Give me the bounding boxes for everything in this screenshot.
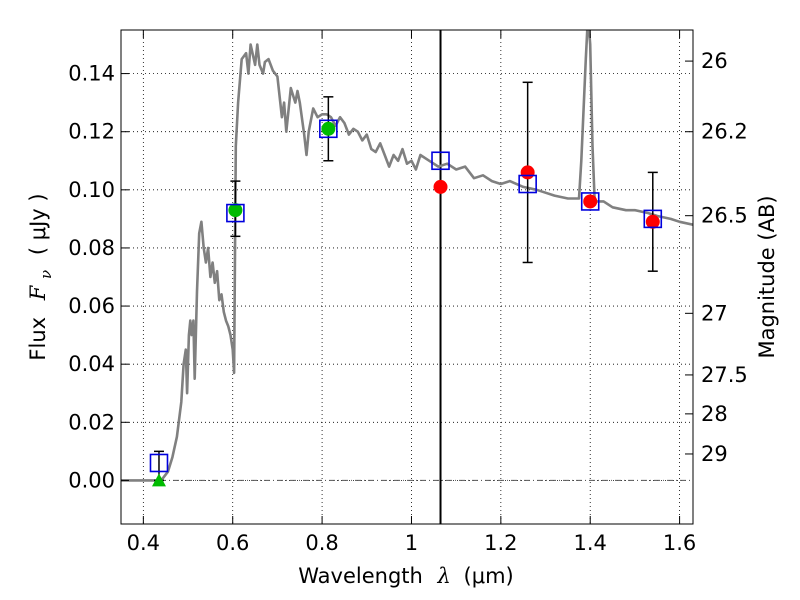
detection-point	[321, 121, 336, 136]
upper-limit-marker	[151, 473, 166, 487]
detection-point	[520, 165, 535, 180]
y-axis-label: Flux F ν ( μJy )	[26, 193, 56, 360]
band-square	[643, 209, 663, 229]
x-tick-label: 1.4	[574, 531, 607, 555]
x-tick-label: 1.6	[663, 531, 696, 555]
x-tick-label: 1	[405, 531, 418, 555]
y-tick-label: 0.10	[68, 178, 115, 202]
plot-background	[121, 30, 693, 524]
y2-tick-label: 28	[701, 402, 728, 426]
y-axis-label-unit: ( μJy )	[26, 193, 50, 255]
y-tick-label: 0.06	[68, 294, 115, 318]
model-sed-group	[121, 30, 693, 482]
detection-point	[433, 179, 448, 194]
model-sed-line	[121, 30, 693, 482]
y2-tick-label: 27	[701, 301, 728, 325]
x-axis-label-prefix: Wavelength	[298, 564, 423, 588]
band-square	[149, 453, 169, 473]
y-tick-label: 0.02	[68, 410, 115, 434]
grid-lines	[121, 30, 693, 524]
band-square-group	[149, 119, 663, 473]
y-tick-label: 0.14	[68, 62, 115, 86]
y2-tick-label: 26	[701, 49, 728, 73]
y-tick-label: 0.08	[68, 236, 115, 260]
detection-point	[583, 194, 598, 209]
y-axis-label-sub: ν	[37, 270, 55, 279]
y-axis-label-prefix: Flux	[26, 317, 50, 361]
y2-tick-label: 26.2	[701, 120, 748, 144]
x-axis-label: Wavelength λ (μm)	[298, 564, 513, 588]
y-tick-label: 0.12	[68, 120, 115, 144]
y-tick-group: 0.00 0.02 0.04 0.06 0.08 0.10 0.12 0.14	[68, 62, 129, 492]
x-tick-group: 0.4 0.6 0.8 1 1.2 1.4 1.6	[127, 30, 696, 555]
band-square	[518, 174, 537, 194]
x-tick-label: 0.6	[216, 531, 249, 555]
marker-group	[151, 121, 660, 487]
y2-tick-group: 26 26.2 26.5 27 27.5 28 29	[685, 49, 748, 466]
y2-tick-label: 29	[701, 442, 728, 466]
band-square	[319, 119, 338, 139]
y-tick-label: 0.04	[68, 352, 115, 376]
band-square	[580, 192, 600, 211]
x-tick-label: 1.2	[484, 531, 517, 555]
x-axis-label-unit: (μm)	[464, 564, 514, 588]
y2-axis-label: Magnitude (AB)	[755, 195, 779, 358]
x-tick-label: 0.8	[305, 531, 338, 555]
band-square	[226, 203, 245, 223]
x-tick-label: 0.4	[127, 531, 160, 555]
y2-tick-label: 26.5	[701, 204, 748, 228]
detection-point	[228, 203, 243, 218]
y2-tick-label: 27.5	[701, 363, 748, 387]
x-axis-label-symbol: λ	[437, 564, 451, 588]
detection-point	[645, 214, 660, 229]
band-square	[431, 151, 450, 171]
y-axis-label-symbol: F	[26, 284, 50, 301]
y-tick-label: 0.00	[68, 468, 115, 492]
plot-frame	[120, 29, 694, 525]
